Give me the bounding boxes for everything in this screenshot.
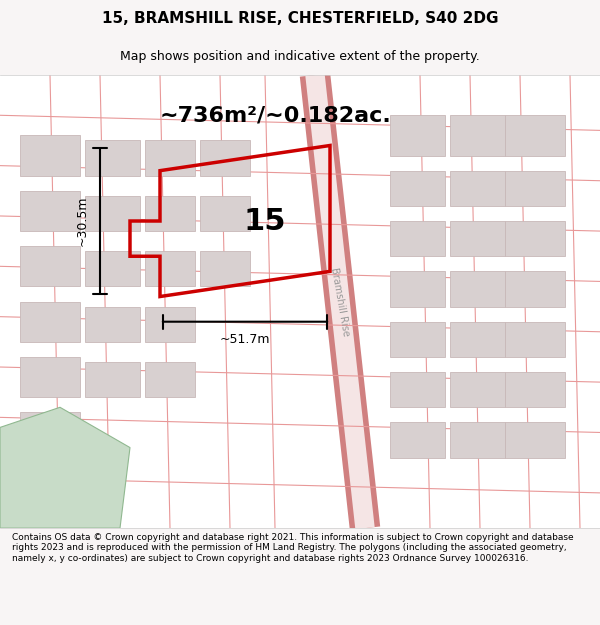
- Text: ~736m²/~0.182ac.: ~736m²/~0.182ac.: [160, 105, 392, 125]
- Bar: [145, 307, 195, 342]
- Bar: [200, 251, 250, 286]
- Bar: [450, 372, 505, 408]
- Bar: [200, 196, 250, 231]
- Bar: [20, 301, 80, 342]
- Text: 15: 15: [244, 206, 286, 236]
- Bar: [145, 362, 195, 398]
- Text: Contains OS data © Crown copyright and database right 2021. This information is : Contains OS data © Crown copyright and d…: [12, 533, 574, 562]
- Bar: [505, 422, 565, 457]
- Polygon shape: [0, 408, 130, 528]
- Text: Map shows position and indicative extent of the property.: Map shows position and indicative extent…: [120, 50, 480, 62]
- Bar: [505, 115, 565, 156]
- Text: ~51.7m: ~51.7m: [220, 333, 270, 346]
- Bar: [20, 191, 80, 231]
- Bar: [390, 221, 445, 256]
- Bar: [145, 251, 195, 286]
- Bar: [505, 221, 565, 256]
- Bar: [390, 171, 445, 206]
- Bar: [20, 357, 80, 398]
- Bar: [450, 422, 505, 457]
- Bar: [505, 171, 565, 206]
- Bar: [450, 115, 505, 156]
- Bar: [450, 322, 505, 357]
- Bar: [85, 307, 140, 342]
- Bar: [450, 271, 505, 307]
- Bar: [20, 246, 80, 286]
- Bar: [390, 372, 445, 408]
- Bar: [390, 422, 445, 457]
- Bar: [85, 362, 140, 398]
- Bar: [85, 141, 140, 176]
- Bar: [450, 171, 505, 206]
- Bar: [505, 372, 565, 408]
- Text: 15, BRAMSHILL RISE, CHESTERFIELD, S40 2DG: 15, BRAMSHILL RISE, CHESTERFIELD, S40 2D…: [102, 11, 498, 26]
- Bar: [20, 412, 80, 452]
- Text: ~30.5m: ~30.5m: [76, 196, 89, 246]
- Bar: [505, 271, 565, 307]
- Bar: [390, 115, 445, 156]
- Text: Bramshill Rise: Bramshill Rise: [329, 266, 351, 337]
- Bar: [450, 221, 505, 256]
- Bar: [20, 136, 80, 176]
- Bar: [145, 141, 195, 176]
- Bar: [145, 196, 195, 231]
- Bar: [390, 322, 445, 357]
- Bar: [85, 251, 140, 286]
- Bar: [85, 196, 140, 231]
- Bar: [390, 271, 445, 307]
- Bar: [200, 141, 250, 176]
- Bar: [505, 322, 565, 357]
